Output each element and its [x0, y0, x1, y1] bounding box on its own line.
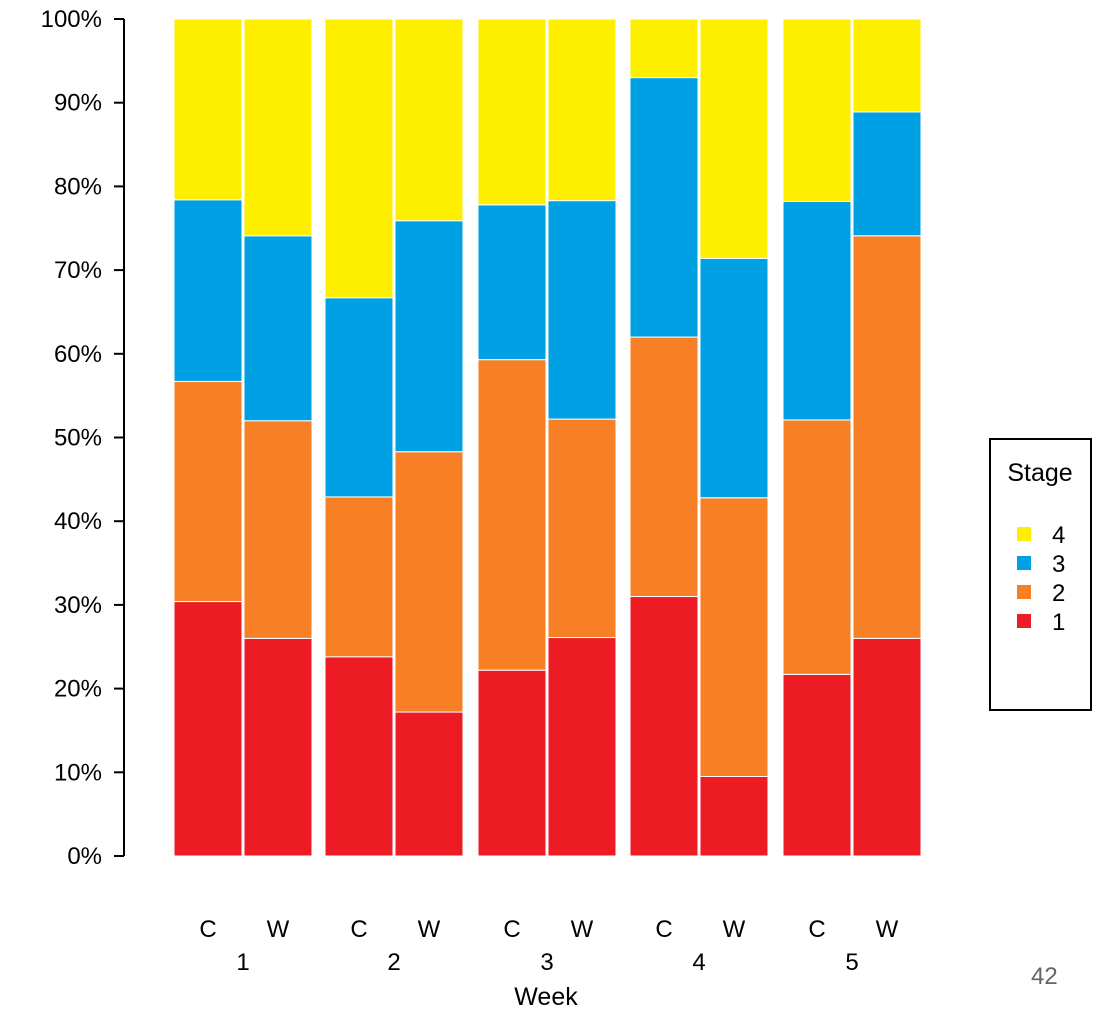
bar-segment-week4-W-stage1 — [699, 775, 769, 857]
y-tick-label: 20% — [54, 676, 102, 703]
y-tick-label: 30% — [54, 592, 102, 619]
bar-segment-week1-C-stage1 — [173, 601, 243, 857]
group-label: 1 — [236, 949, 249, 976]
bar-segment-week1-W-stage4 — [243, 18, 313, 237]
y-tick-label: 40% — [54, 508, 102, 535]
bar-segment-week3-C-stage1 — [477, 669, 547, 857]
bar-segment-week2-C-stage2 — [324, 496, 394, 658]
bar-segment-week3-C-stage4 — [477, 18, 547, 206]
bar-label: W — [267, 916, 290, 943]
legend-swatch-3 — [1017, 556, 1031, 570]
y-tick-label: 70% — [54, 257, 102, 284]
legend-label-4: 4 — [1052, 522, 1065, 549]
bar-label: C — [350, 916, 367, 943]
bar-segment-week3-C-stage3 — [477, 204, 547, 361]
bar-segment-week3-W-stage4 — [547, 18, 617, 202]
bar-segment-week2-C-stage1 — [324, 656, 394, 857]
bar-segment-week4-W-stage2 — [699, 497, 769, 777]
group-label: 2 — [387, 949, 400, 976]
bar-segment-week5-C-stage1 — [782, 673, 852, 857]
bar-label: C — [199, 916, 216, 943]
bar-segment-week1-C-stage4 — [173, 18, 243, 201]
y-tick-label: 0% — [67, 843, 102, 870]
legend-label-3: 3 — [1052, 551, 1065, 578]
legend-swatch-4 — [1017, 527, 1031, 541]
bar-segment-week5-W-stage3 — [852, 111, 922, 237]
group-label: 3 — [540, 949, 553, 976]
bars — [173, 18, 922, 857]
bar-segment-week5-W-stage4 — [852, 18, 922, 113]
bar-segment-week2-W-stage3 — [394, 220, 464, 453]
bar-label: C — [808, 916, 825, 943]
bar-segment-week4-C-stage3 — [629, 77, 699, 338]
bar-segment-week1-W-stage3 — [243, 235, 313, 422]
bar-label: W — [723, 916, 746, 943]
bar-segment-week5-W-stage2 — [852, 235, 922, 639]
legend-title: Stage — [1007, 459, 1072, 487]
bar-segment-week4-C-stage1 — [629, 596, 699, 857]
bar-segment-week4-C-stage4 — [629, 18, 699, 79]
bar-segment-week4-W-stage3 — [699, 257, 769, 499]
bar-segment-week2-W-stage1 — [394, 711, 464, 857]
bar-segment-week5-C-stage4 — [782, 18, 852, 202]
bar-label: W — [418, 916, 441, 943]
y-tick-label: 80% — [54, 173, 102, 200]
bar-label: W — [876, 916, 899, 943]
bar-segment-week4-C-stage2 — [629, 336, 699, 598]
bar-segment-week1-W-stage1 — [243, 637, 313, 857]
legend-label-2: 2 — [1052, 580, 1065, 607]
y-tick-label: 90% — [54, 90, 102, 117]
legend-label-1: 1 — [1052, 609, 1065, 636]
bar-segment-week5-C-stage2 — [782, 419, 852, 675]
bar-segment-week1-C-stage2 — [173, 380, 243, 603]
bar-segment-week2-W-stage2 — [394, 451, 464, 713]
bar-segment-week1-W-stage2 — [243, 420, 313, 639]
bar-segment-week2-W-stage4 — [394, 18, 464, 222]
y-tick-label: 10% — [54, 759, 102, 786]
bar-segment-week4-W-stage4 — [699, 18, 769, 259]
y-tick-label: 60% — [54, 341, 102, 368]
bar-segment-week1-C-stage3 — [173, 199, 243, 382]
x-axis-title: Week — [514, 983, 578, 1011]
group-label: 4 — [692, 949, 705, 976]
bar-segment-week3-C-stage2 — [477, 359, 547, 671]
bar-segment-week3-W-stage2 — [547, 418, 617, 639]
y-axis: 0% 10% 20% 30% 40% 50% 60% 70% 80% 90% 100% — [41, 6, 125, 870]
page-number: 42 — [1031, 963, 1058, 990]
bar-segment-week3-W-stage1 — [547, 637, 617, 857]
bar-label: W — [571, 916, 594, 943]
bar-segment-week3-W-stage3 — [547, 200, 617, 420]
bar-segment-week2-C-stage4 — [324, 18, 394, 299]
bar-segment-week5-C-stage3 — [782, 200, 852, 421]
bar-segment-week5-W-stage1 — [852, 637, 922, 857]
y-tick-label: 50% — [54, 425, 102, 452]
group-label: 5 — [845, 949, 858, 976]
bar-label: C — [655, 916, 672, 943]
x-axis-labels: C W1C W2C W3C W4C W5 — [199, 916, 898, 976]
y-tick-label: 100% — [41, 6, 102, 33]
bar-label: C — [503, 916, 520, 943]
bar-segment-week2-C-stage3 — [324, 297, 394, 498]
legend-box — [989, 438, 1092, 711]
legend-swatch-1 — [1017, 614, 1031, 628]
legend-swatch-2 — [1017, 585, 1031, 599]
